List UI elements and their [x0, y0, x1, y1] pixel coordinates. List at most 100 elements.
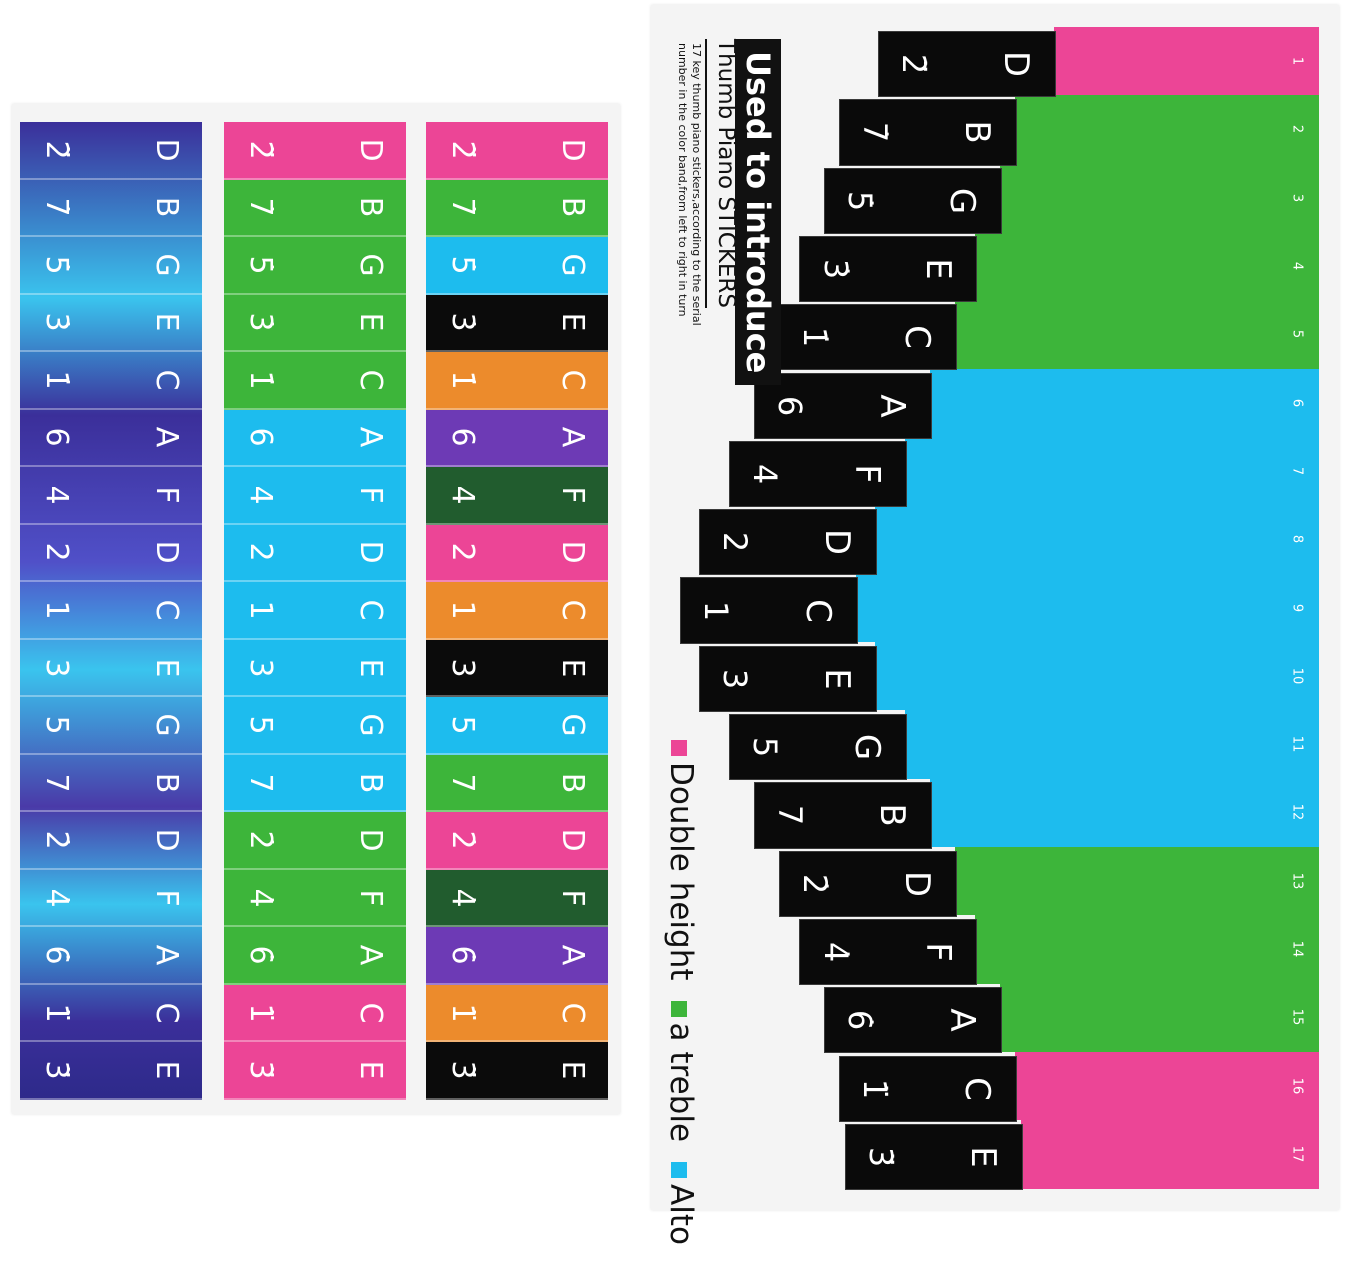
note-letter: D — [352, 828, 388, 852]
legend-entry: Double height — [663, 740, 699, 981]
color-band — [874, 641, 1319, 711]
note-number: 6 — [39, 427, 75, 447]
key-sticker: G 5̇ — [224, 237, 406, 295]
key-sticker: E 3̇ — [426, 294, 608, 353]
note-number: 3̈ — [39, 1060, 75, 1080]
key-sticker: B 7̇ — [20, 180, 202, 238]
note-number: 1̈ — [39, 1003, 75, 1023]
key-sticker: B 7̇ — [426, 179, 608, 238]
band-serial-number: 11 — [1289, 735, 1305, 753]
key-sticker: D 2̈ — [20, 122, 202, 180]
sticker-sheet: D 2̈ B 7̇ G 5̇ E 3̇ C 1̇ A 6 F 4 D 2 C 1 E 3 G 5 B 7 D 2̇ F 4̇ A 6̇ C 1… — [12, 104, 620, 1114]
key-note-number: 2̇ — [795, 873, 834, 894]
piano-key: E 3̈ — [844, 1123, 1023, 1191]
note-number: 6 — [243, 427, 279, 447]
note-letter: A — [352, 427, 388, 448]
note-number: 4 — [39, 485, 75, 505]
band-serial-number: 14 — [1289, 940, 1305, 958]
note-letter: G — [148, 713, 184, 737]
key-note-letter: B — [957, 120, 998, 145]
note-number: 3̈ — [243, 1060, 279, 1080]
color-band — [954, 300, 1319, 369]
card-title-badge: Used to introduce — [735, 39, 781, 386]
legend-swatch-icon — [671, 1162, 688, 1179]
key-note-number: 2̈ — [894, 53, 933, 75]
piano-key: F 4̇ — [799, 918, 978, 986]
note-number: 7̇ — [39, 197, 75, 217]
note-letter: D — [148, 138, 184, 162]
key-note-number: 5 — [746, 736, 785, 758]
key-note-letter: A — [941, 1008, 982, 1032]
key-sticker: C 1̈ — [20, 985, 202, 1043]
note-letter: C — [352, 599, 388, 621]
card-subtitle: Thumb Piano STICKERS — [713, 39, 739, 309]
key-sticker: D 2̈ — [426, 122, 608, 180]
note-number: 3̇ — [445, 312, 481, 332]
key-note-number: 4 — [746, 463, 785, 485]
note-number: 5̇ — [39, 255, 75, 275]
band-serial-number: 15 — [1289, 1009, 1305, 1026]
note-letter: B — [148, 196, 184, 218]
key-sticker: C 1̈ — [426, 984, 608, 1043]
color-band — [999, 983, 1319, 1052]
note-letter: A — [554, 944, 590, 966]
piano-key: B 7̇ — [839, 99, 1017, 166]
key-note-number: 7̇ — [856, 122, 895, 143]
note-letter: C — [148, 369, 184, 391]
key-note-number: 3̇ — [816, 258, 855, 280]
note-number: 5̇ — [243, 255, 279, 275]
band-serial-number: 1 — [1289, 57, 1305, 66]
note-number: 2 — [445, 542, 481, 562]
note-letter: A — [352, 944, 388, 966]
color-band — [999, 163, 1319, 233]
note-number: 2̇ — [39, 830, 75, 850]
key-note-letter: G — [941, 187, 982, 214]
key-note-letter: C — [797, 598, 838, 623]
key-sticker: B 7̇ — [224, 179, 406, 238]
key-sticker: E 3̈ — [426, 1042, 608, 1100]
note-letter: G — [352, 253, 388, 277]
key-note-number: 1̈ — [856, 1078, 895, 1099]
note-letter: C — [352, 369, 388, 391]
card-description-line-1: 17 key thumb piano stickers,according to… — [690, 43, 703, 326]
band-serial-number: 9 — [1289, 603, 1305, 612]
legend-label: Double height — [663, 762, 699, 981]
sticker-strip-multicolor: D 2̈ B 7̇ G 5̇ E 3̇ C 1̇ A 6 F 4 D 2 C 1 E 3 G 5 B 7 D 2̇ F 4̇ A 6̇ C 1… — [426, 122, 608, 1100]
note-number: 1̇ — [243, 370, 279, 390]
color-band — [975, 231, 1319, 301]
key-note-letter: E — [917, 258, 958, 280]
key-sticker: G 5̇ — [20, 237, 202, 295]
note-letter: B — [352, 772, 388, 793]
color-band — [855, 573, 1319, 643]
band-serial-number: 17 — [1289, 1145, 1305, 1163]
piano-key: D 2̈ — [877, 31, 1056, 98]
key-sticker: E 3̈ — [20, 1042, 202, 1100]
card-subtitle-block: Thumb Piano STICKERS — [705, 39, 739, 309]
card-description: 17 key thumb piano stickers,according to… — [675, 43, 703, 326]
note-letter: A — [148, 944, 184, 966]
legend-entry: Alto — [663, 1162, 699, 1245]
note-letter: F — [148, 486, 184, 504]
piano-key: D 2̇ — [778, 850, 957, 917]
note-number: 6̇ — [39, 945, 75, 965]
note-letter: F — [352, 486, 388, 504]
note-number: 2̈ — [445, 140, 481, 160]
note-letter: B — [554, 772, 590, 793]
note-number: 5̇ — [445, 255, 481, 275]
key-note-number: 3 — [715, 668, 754, 690]
color-legend: Double height a treble Alto — [663, 740, 699, 1265]
key-note-number: 5̇ — [840, 190, 879, 211]
sticker-strip-range-colored: D 2̈ B 7̇ G 5̇ E 3̇ C 1̇ A 6 F 4 D 2 C 1 E 3 G 5 B 7 D 2̇ F 4̇ A 6̇ C 1… — [224, 122, 406, 1100]
